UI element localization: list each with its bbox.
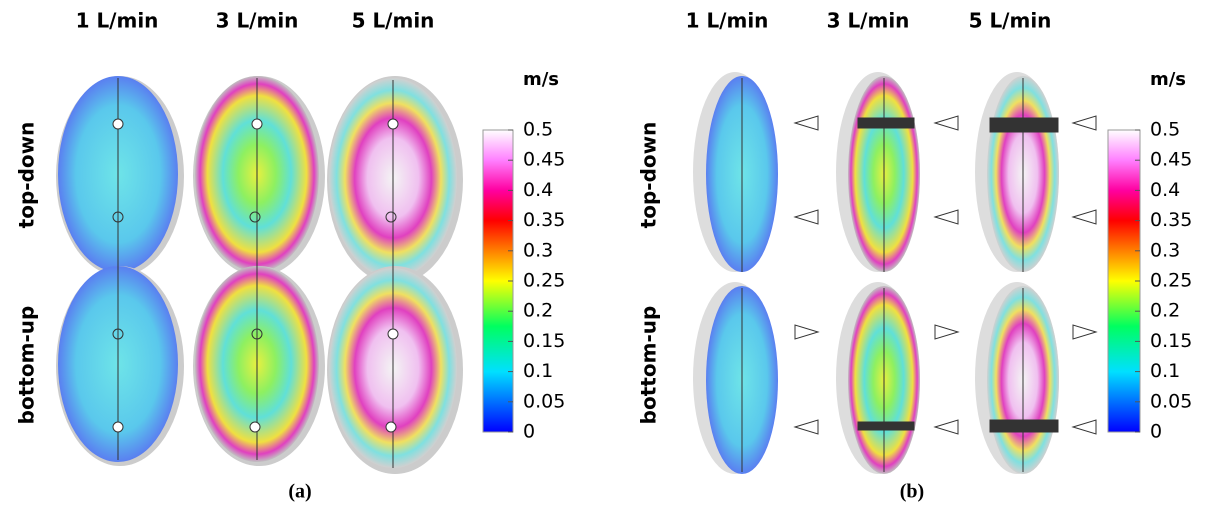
figure: 1 L/min 3 L/min 5 L/min top-down bottom-… [0, 0, 1230, 510]
colorbar-tick-label: 0.15 [523, 330, 565, 352]
colorbar-tick-label: 0.05 [1150, 390, 1192, 412]
colorbar-unit: m/s [1150, 69, 1186, 90]
row-label: bottom-up [15, 306, 39, 425]
colorbar-tick-label: 0.5 [1150, 119, 1180, 141]
column-label: 3 L/min [216, 9, 299, 33]
panel-a: 1 L/min 3 L/min 5 L/min top-down bottom-… [15, 9, 464, 503]
colorbar-tick-label: 0.35 [523, 209, 565, 231]
colorbar-tick-label: 0.3 [523, 239, 553, 261]
column-label: 5 L/min [969, 9, 1052, 33]
colorbar-tick-label: 0 [1150, 421, 1162, 443]
row-label: top-down [15, 122, 39, 229]
colorbar-tick-label: 0.45 [1150, 149, 1192, 171]
colorbar-tick-label: 0.4 [1150, 179, 1180, 201]
column-label: 1 L/min [76, 9, 159, 33]
column-label: 1 L/min [686, 9, 769, 33]
panel-label: (b) [900, 481, 924, 503]
row-label: top-down [637, 122, 661, 229]
column-label: 3 L/min [827, 9, 910, 33]
colorbar-tick-label: 0.25 [1150, 270, 1192, 292]
colorbar-tick-label: 0.45 [523, 149, 565, 171]
colorbar-tick-label: 0 [523, 421, 535, 443]
panel-label: (a) [288, 481, 311, 503]
contour-plots [693, 72, 1096, 474]
colorbar-tick-label: 0.25 [523, 270, 565, 292]
colorbar-tick-label: 0.35 [1150, 209, 1192, 231]
colorbar-tick-label: 0.1 [523, 360, 553, 382]
colorbar-tick-label: 0.4 [523, 179, 553, 201]
colorbar-tick-label: 0.3 [1150, 239, 1180, 261]
panel-b: 1 L/min 3 L/min 5 L/min top-down bottom-… [637, 9, 1097, 503]
colorbar-unit: m/s [523, 69, 559, 90]
colorbar-tick-label: 0.15 [1150, 330, 1192, 352]
column-label: 5 L/min [352, 9, 435, 33]
colorbar-tick-label: 0.2 [1150, 300, 1180, 322]
colorbar-tick-label: 0.1 [1150, 360, 1180, 382]
colorbar-tick-label: 0.5 [523, 119, 553, 141]
row-label: bottom-up [637, 306, 661, 425]
contour-plots [56, 76, 463, 474]
colorbar-tick-label: 0.05 [523, 390, 565, 412]
colorbar-tick-label: 0.2 [523, 300, 553, 322]
